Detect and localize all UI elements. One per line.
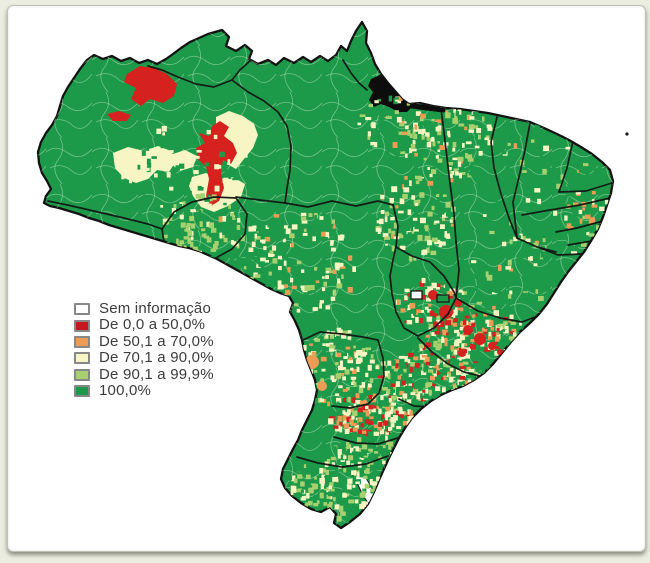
legend-label: De 70,1 a 90,0% bbox=[99, 349, 214, 367]
legend-label: 100,0% bbox=[99, 381, 152, 399]
legend-item: 100,0% bbox=[74, 381, 214, 399]
legend-item: De 50,1 a 70,0% bbox=[74, 332, 214, 350]
legend-label: De 90,1 a 99,9% bbox=[99, 365, 214, 383]
legend-label: Sem informação bbox=[99, 300, 212, 317]
legend-item: De 70,1 a 90,0% bbox=[74, 349, 214, 367]
legend-label: De 50,1 a 70,0% bbox=[99, 332, 214, 350]
legend-swatch-no-info bbox=[74, 303, 90, 316]
legend-swatch-50-70 bbox=[74, 335, 90, 348]
legend-swatch-100 bbox=[74, 385, 90, 398]
legend-swatch-70-90 bbox=[74, 352, 90, 365]
legend-swatch-0-50 bbox=[74, 319, 90, 332]
legend-swatch-90-999 bbox=[74, 368, 90, 381]
legend-item: De 90,1 a 99,9% bbox=[74, 365, 214, 383]
legend-label: De 0,0 a 50,0% bbox=[99, 316, 206, 334]
legend-item: De 0,0 a 50,0% bbox=[74, 316, 214, 334]
legend-item: Sem informação bbox=[74, 300, 214, 317]
map-legend: Sem informação De 0,0 a 50,0% De 50,1 a … bbox=[74, 300, 214, 399]
